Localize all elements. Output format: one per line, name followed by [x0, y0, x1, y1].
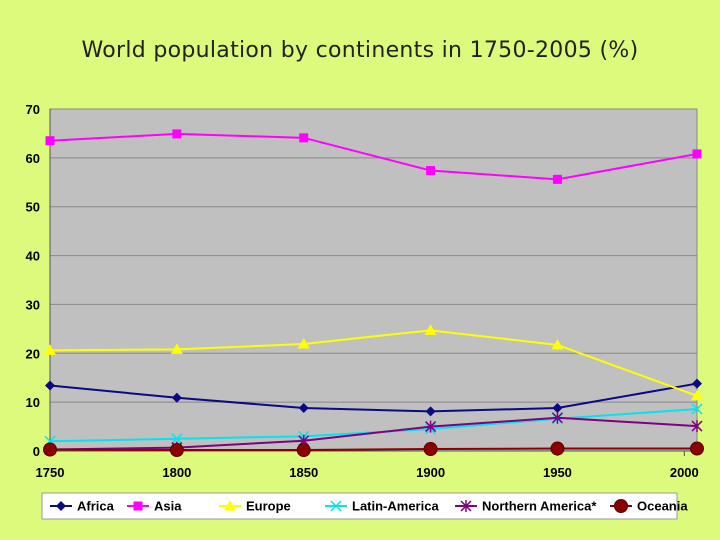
x-tick-label: 1800	[162, 465, 191, 480]
x-tick-label: 2000	[670, 465, 699, 480]
data-point-asia	[426, 166, 436, 176]
legend-label-oceania: Oceania	[637, 499, 688, 514]
data-point-latin-america	[691, 403, 703, 415]
chart-title: World population by continents in 1750-2…	[81, 38, 639, 63]
data-point-africa	[552, 403, 563, 414]
legend-label-latin-america: Latin-America	[352, 499, 439, 514]
legend-marker-northern-america	[460, 500, 472, 512]
data-point-asia	[552, 174, 562, 184]
data-point-asia	[692, 149, 702, 159]
x-tick-label: 1850	[289, 465, 318, 480]
x-tick-label: 1900	[416, 465, 445, 480]
data-point-asia	[299, 133, 309, 143]
data-point-africa	[45, 380, 55, 391]
y-tick-label: 10	[26, 395, 40, 410]
data-point-latin-america	[171, 433, 183, 445]
data-point-europe	[424, 324, 437, 335]
legend-label-africa: Africa	[77, 499, 115, 514]
legend-marker-africa	[56, 501, 66, 511]
legend-marker-europe	[224, 500, 236, 511]
data-point-europe	[551, 338, 564, 350]
legend-label-europe: Europe	[246, 499, 291, 514]
data-point-africa	[425, 406, 436, 417]
y-tick-label: 60	[26, 151, 40, 166]
data-point-oceania	[296, 443, 311, 458]
data-point-europe	[297, 338, 310, 349]
y-tick-label: 40	[26, 249, 40, 264]
data-point-oceania	[423, 442, 438, 457]
data-point-oceania	[550, 441, 565, 456]
data-point-asia	[45, 136, 55, 146]
series-line-northern-america	[49, 416, 698, 451]
data-point-europe	[170, 343, 183, 354]
data-point-northern-america	[551, 411, 563, 424]
series-line-asia	[49, 132, 698, 181]
series-line-africa	[49, 382, 698, 413]
y-tick-label: 20	[26, 346, 40, 361]
plot-area	[49, 108, 698, 452]
series-line-oceania	[49, 447, 697, 452]
data-point-northern-america	[425, 420, 437, 433]
legend-label-asia: Asia	[154, 499, 182, 514]
legend-marker-latin-america	[330, 500, 342, 512]
data-point-africa	[171, 392, 182, 403]
data-point-africa	[298, 403, 309, 414]
y-tick-label: 30	[26, 297, 40, 312]
x-tick-label: 1950	[543, 465, 572, 480]
series-line-europe	[49, 329, 698, 397]
data-point-northern-america	[691, 420, 703, 433]
legend-label-northern-america: Northern America*	[482, 499, 597, 514]
data-point-oceania	[690, 441, 704, 456]
y-tick-label: 70	[26, 102, 40, 117]
data-point-oceania	[169, 443, 184, 458]
legend-marker-oceania	[614, 499, 628, 513]
legend-marker-asia	[133, 501, 143, 511]
data-point-oceania	[43, 442, 57, 457]
y-tick-label: 50	[26, 200, 40, 215]
data-point-africa	[692, 378, 702, 389]
data-point-europe	[44, 344, 56, 355]
data-point-europe	[691, 389, 703, 401]
x-tick-label: 1750	[36, 465, 65, 480]
y-tick-label: 0	[33, 444, 40, 459]
data-point-asia	[172, 129, 182, 139]
